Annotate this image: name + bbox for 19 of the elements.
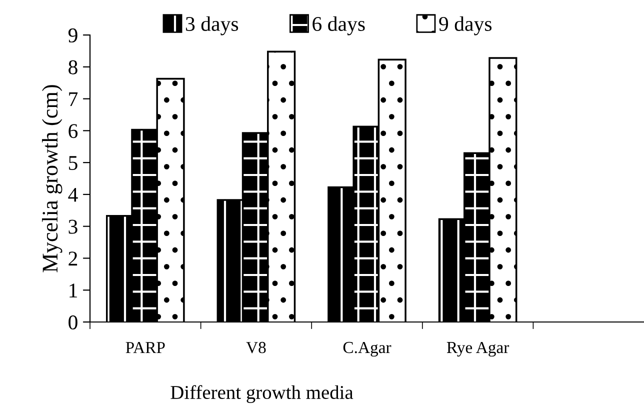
y-tick-label: 6 (68, 124, 78, 138)
legend-label: 3 days (186, 16, 238, 36)
y-tick-label: 1 (70, 284, 77, 298)
y-tick-label: 9 (68, 28, 78, 42)
x-axis-title: Different growth media (170, 385, 354, 404)
y-axis-title: Mycelia growth (cm) (42, 85, 62, 272)
x-tick-label: PARP (126, 342, 165, 354)
y-tick-label: 0 (68, 315, 78, 330)
legend-label: 9 days (439, 16, 492, 36)
y-tick-label: 2 (68, 252, 78, 266)
y-tick-label: 8 (68, 60, 78, 74)
y-tick-label: 7 (69, 92, 78, 106)
x-tick-label: C.Agar (343, 342, 392, 357)
x-tick-label: Rye Agar (446, 342, 510, 357)
y-tick-label: 3 (68, 220, 78, 234)
y-tick-label: 5 (68, 156, 78, 170)
x-tick-label: V8 (246, 342, 266, 354)
legend-label: 6 days (312, 16, 365, 36)
y-tick-label: 4 (68, 188, 78, 202)
